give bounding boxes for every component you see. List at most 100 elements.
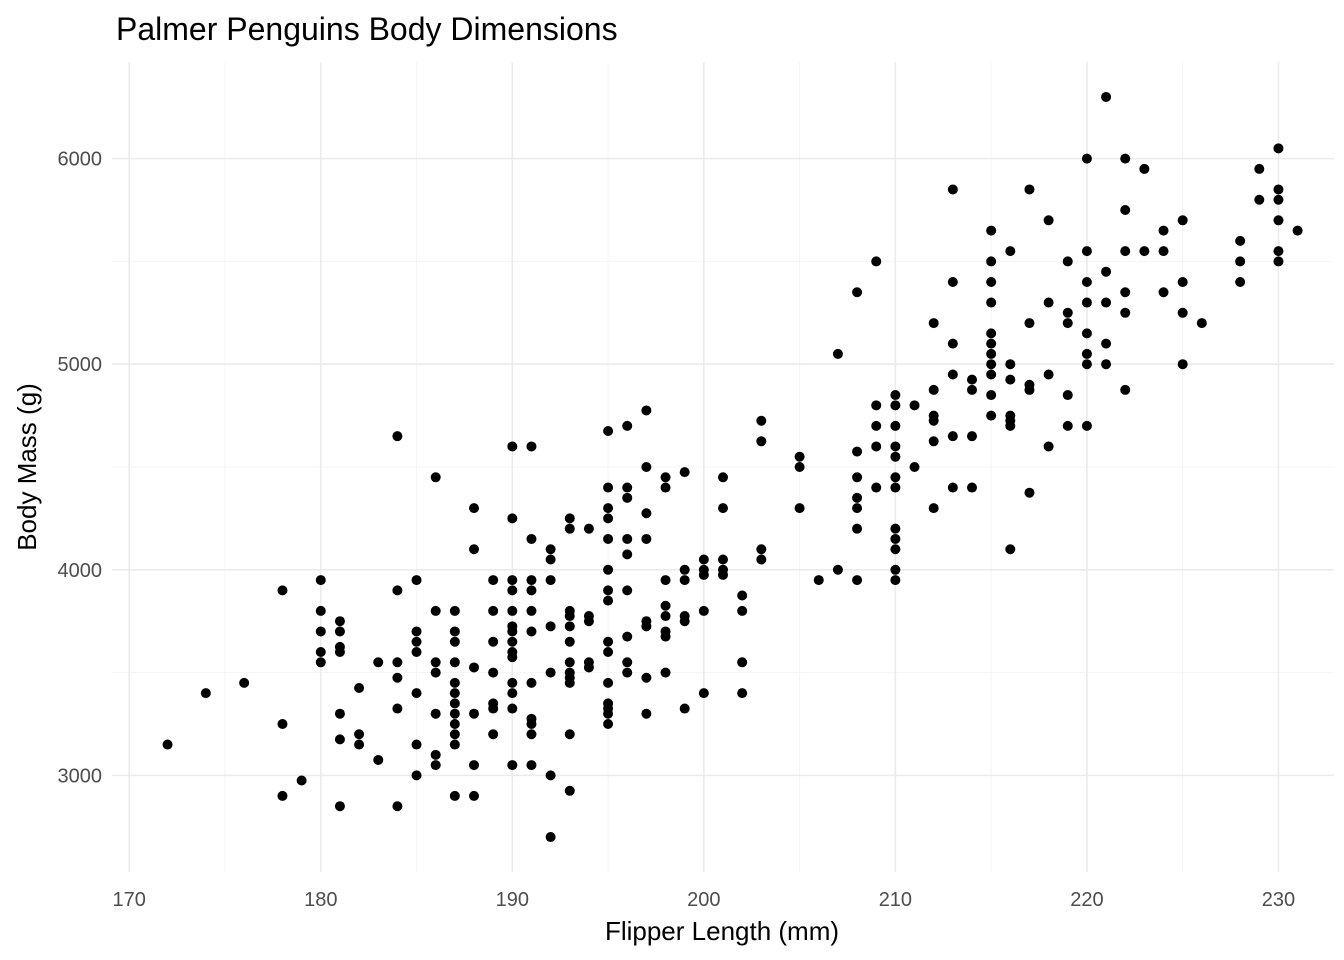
data-point (334, 616, 345, 627)
data-point (162, 739, 173, 750)
data-point (890, 533, 901, 544)
data-point (526, 729, 537, 740)
data-point (794, 462, 805, 472)
data-point (1196, 318, 1207, 329)
data-point (756, 415, 767, 426)
data-point (315, 657, 326, 668)
data-point (603, 533, 614, 544)
y-tick-label: 6000 (58, 149, 103, 171)
data-point (947, 431, 958, 442)
data-point (564, 677, 575, 688)
data-point (679, 575, 690, 586)
data-point (641, 621, 652, 632)
data-point (488, 575, 499, 586)
data-point (526, 441, 537, 452)
data-point (852, 287, 863, 298)
data-point (1235, 276, 1246, 287)
data-point (1139, 163, 1150, 174)
data-point (718, 503, 728, 514)
data-point (928, 384, 939, 395)
data-point (1120, 246, 1131, 257)
data-point (411, 647, 422, 658)
data-point (603, 564, 614, 575)
data-point (622, 482, 633, 493)
data-point (507, 677, 518, 688)
data-point (411, 688, 422, 699)
data-point (277, 790, 288, 801)
data-point (966, 482, 977, 493)
data-point (507, 636, 518, 647)
data-point (449, 708, 460, 719)
data-point (334, 734, 345, 745)
data-point (1158, 287, 1169, 298)
data-point (1273, 256, 1284, 267)
data-point (986, 256, 997, 267)
data-point (277, 718, 288, 729)
data-point (354, 683, 365, 694)
data-point (1177, 276, 1188, 287)
data-point (852, 523, 863, 534)
data-point (890, 575, 901, 586)
data-point (890, 451, 901, 462)
data-point (449, 790, 460, 801)
data-point (1024, 318, 1035, 329)
data-point (679, 616, 690, 627)
data-point (603, 482, 614, 493)
data-point (469, 708, 480, 719)
data-point (986, 328, 997, 339)
data-point (603, 595, 614, 606)
data-point (852, 472, 863, 483)
data-point (966, 374, 977, 385)
data-point (622, 492, 633, 503)
data-point (1024, 487, 1035, 498)
data-point (564, 523, 575, 534)
data-point (928, 436, 939, 447)
data-point (966, 384, 977, 395)
data-point (928, 503, 939, 514)
data-point (526, 605, 537, 616)
data-point (890, 564, 901, 575)
x-tick-label: 170 (113, 889, 146, 911)
data-point (1005, 374, 1016, 385)
data-point (1005, 544, 1016, 555)
data-point (947, 184, 958, 195)
data-point (507, 652, 518, 663)
data-point (469, 790, 480, 801)
data-point (660, 631, 671, 642)
data-point (449, 636, 460, 647)
data-point (526, 585, 537, 596)
x-tick-label: 180 (304, 889, 337, 911)
data-point (1081, 246, 1092, 257)
data-point (583, 662, 594, 673)
data-point (852, 575, 863, 586)
data-point (430, 760, 441, 771)
data-point (641, 508, 652, 519)
data-point (334, 708, 345, 719)
data-point (411, 636, 422, 647)
data-point (890, 390, 901, 401)
data-point (871, 256, 882, 267)
data-point (277, 585, 288, 596)
data-point (660, 482, 671, 493)
data-point (1158, 246, 1169, 257)
data-point (890, 482, 901, 493)
data-point (315, 605, 326, 616)
data-point (871, 420, 882, 431)
data-point (928, 415, 939, 426)
data-point (832, 348, 843, 359)
data-point (526, 575, 537, 586)
data-point (737, 605, 748, 616)
data-point (392, 585, 403, 596)
data-point (315, 575, 326, 586)
data-point (469, 503, 480, 514)
data-point (641, 462, 652, 472)
data-point (545, 832, 556, 843)
data-point (698, 688, 709, 699)
data-point (564, 611, 575, 622)
data-point (1139, 246, 1150, 257)
data-point (641, 405, 652, 416)
data-point (603, 585, 614, 596)
data-point (986, 338, 997, 349)
data-point (449, 605, 460, 616)
